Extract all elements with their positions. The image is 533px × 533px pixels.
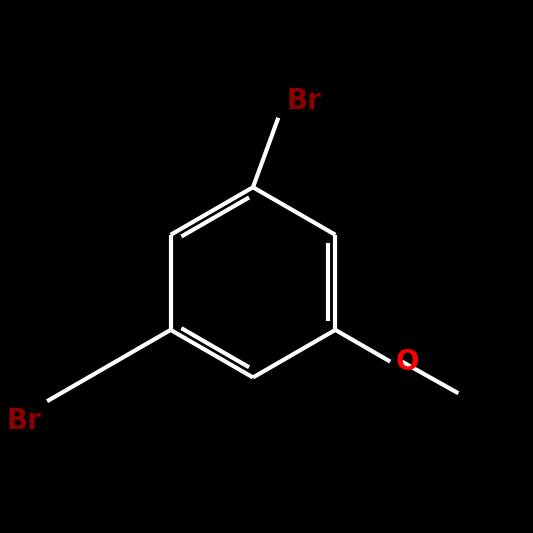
Text: Br: Br	[7, 407, 42, 434]
Text: O: O	[395, 348, 419, 376]
Text: Br: Br	[286, 87, 321, 115]
